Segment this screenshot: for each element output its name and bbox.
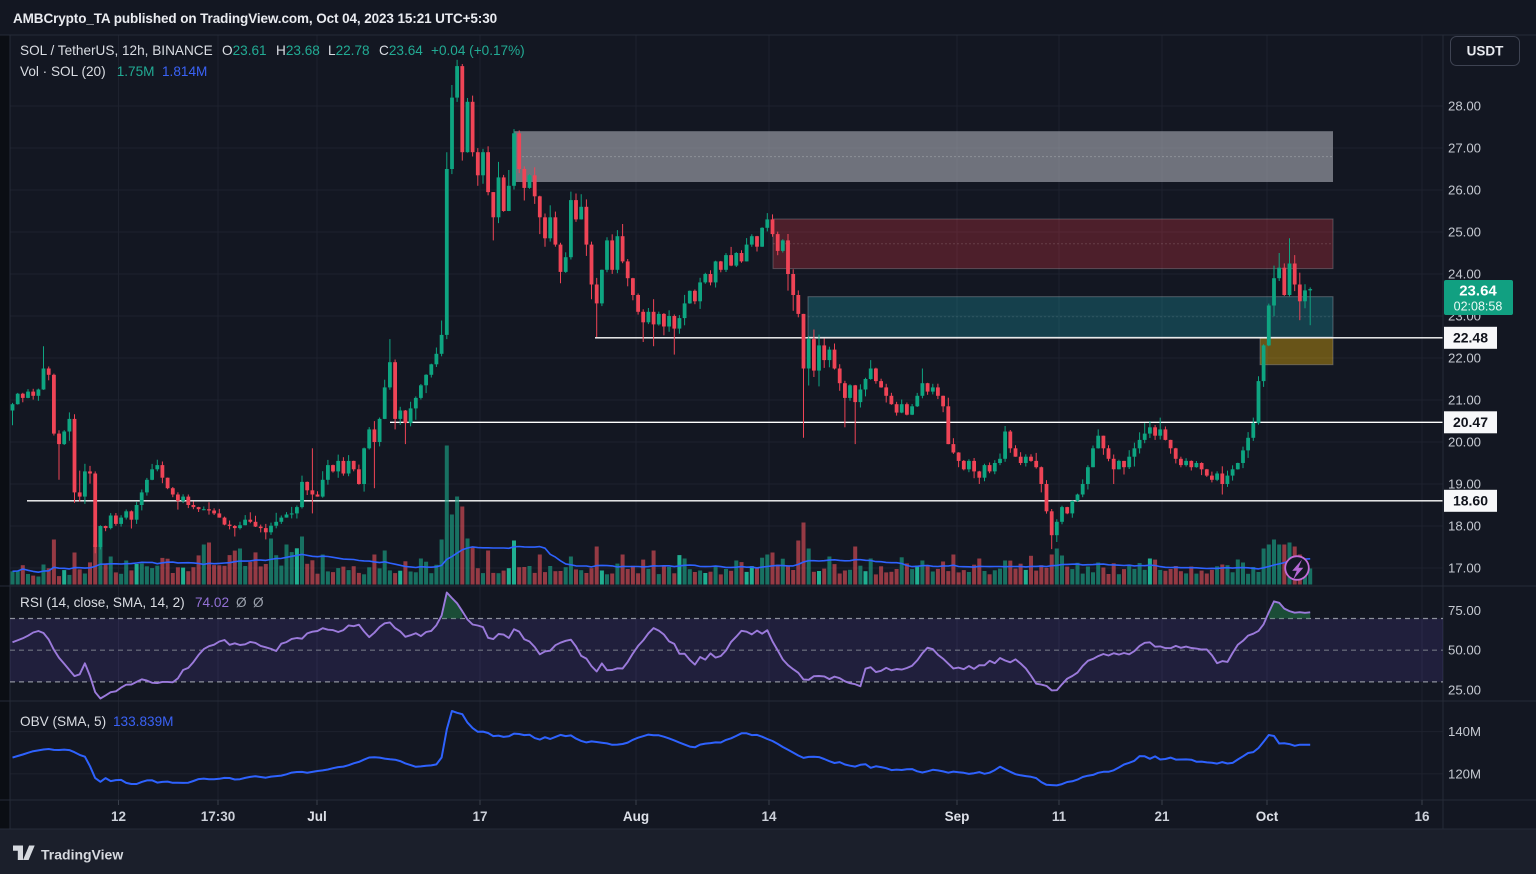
svg-text:20.00: 20.00 — [1448, 435, 1481, 450]
svg-text:23.64: 23.64 — [1459, 283, 1497, 300]
svg-text:22.48: 22.48 — [1453, 330, 1488, 346]
svg-text:20.47: 20.47 — [1453, 414, 1488, 430]
svg-text:11: 11 — [1052, 809, 1067, 824]
svg-text:120M: 120M — [1448, 766, 1481, 781]
svg-text:25.00: 25.00 — [1448, 682, 1481, 697]
svg-text:27.00: 27.00 — [1448, 141, 1481, 156]
svg-text:RSI (14, close, SMA, 14, 2) 74: RSI (14, close, SMA, 14, 2) 74.02 Ø Ø — [20, 595, 264, 610]
svg-text:12: 12 — [111, 809, 126, 824]
svg-text:24.00: 24.00 — [1448, 267, 1481, 282]
svg-text:28.00: 28.00 — [1448, 99, 1481, 114]
svg-text:AMBCrypto_TA published on Trad: AMBCrypto_TA published on TradingView.co… — [13, 11, 497, 26]
svg-text:25.00: 25.00 — [1448, 225, 1481, 240]
svg-text:02:08:58: 02:08:58 — [1454, 300, 1503, 314]
svg-text:Sep: Sep — [945, 809, 970, 824]
svg-text:Oct: Oct — [1256, 809, 1279, 824]
svg-text:USDT: USDT — [1467, 44, 1505, 59]
svg-text:TradingView: TradingView — [41, 847, 123, 863]
svg-text:18.60: 18.60 — [1453, 493, 1488, 509]
svg-text:14: 14 — [761, 809, 777, 824]
svg-text:19.00: 19.00 — [1448, 477, 1481, 492]
svg-text:17.00: 17.00 — [1448, 561, 1481, 576]
svg-text:16: 16 — [1414, 809, 1430, 824]
svg-text:21.00: 21.00 — [1448, 393, 1481, 408]
svg-text:17: 17 — [472, 809, 487, 824]
svg-text:75.00: 75.00 — [1448, 603, 1481, 618]
svg-text:Aug: Aug — [623, 809, 649, 824]
svg-text:21: 21 — [1154, 809, 1170, 824]
svg-text:50.00: 50.00 — [1448, 643, 1481, 658]
svg-text:OBV (SMA, 5) 133.839M: OBV (SMA, 5) 133.839M — [20, 714, 173, 729]
svg-text:26.00: 26.00 — [1448, 183, 1481, 198]
svg-text:Jul: Jul — [307, 809, 327, 824]
svg-text:18.00: 18.00 — [1448, 519, 1481, 534]
svg-text:22.00: 22.00 — [1448, 351, 1481, 366]
svg-text:140M: 140M — [1448, 724, 1481, 739]
svg-text:17:30: 17:30 — [201, 809, 236, 824]
